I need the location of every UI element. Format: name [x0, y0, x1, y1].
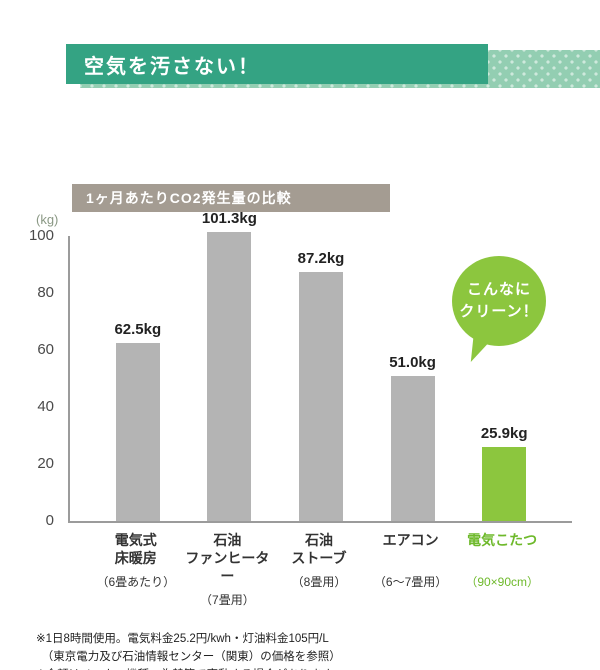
- footnote-line: （東京電力及び石油情報センター（関東）の価格を参照）: [36, 650, 341, 663]
- category-name: 電気こたつ: [467, 532, 538, 548]
- banner-title: 空気を汚さない！: [84, 55, 260, 78]
- bar-column: 25.9kg: [458, 425, 550, 521]
- bar-column: 51.0kg: [367, 354, 459, 521]
- y-axis-tick-label: 60: [37, 341, 54, 358]
- y-axis-tick-label: 20: [37, 455, 54, 472]
- category-name: エアコン: [382, 532, 439, 548]
- bar-value-label: 62.5kg: [114, 320, 162, 338]
- bar: [115, 342, 160, 521]
- category-name: 石油 ファンヒーター: [185, 532, 270, 585]
- bar: [482, 447, 527, 521]
- category-label: エアコン （6～7畳用）: [365, 531, 457, 608]
- category-label: 石油 ストーブ （8畳用）: [273, 531, 365, 608]
- bar-column: 87.2kg: [275, 250, 367, 521]
- category-subtext: （6畳あたり）: [96, 575, 176, 589]
- bar: [298, 272, 343, 521]
- speech-bubble-text: クリーン！: [459, 303, 539, 320]
- y-axis-tick-label: 80: [37, 284, 54, 301]
- y-axis-unit-label: (kg): [36, 212, 59, 227]
- category-label: 電気式 床暖房 （6畳あたり）: [90, 531, 182, 608]
- bar-value-label: 51.0kg: [389, 353, 436, 371]
- bar-column: 62.5kg: [92, 321, 184, 521]
- y-axis-tick-label: 40: [37, 398, 54, 415]
- bar: [390, 375, 435, 521]
- banner: 空気を汚さない！: [66, 44, 488, 84]
- category-subtext: （6～7畳用）: [373, 575, 448, 589]
- y-axis: 0 20 40 60 80 100: [0, 227, 66, 529]
- footnote-line: ※1日8時間使用。電気料金25.2円/kwh・灯油料金105円/L: [36, 633, 329, 645]
- bar-value-label: 25.9kg: [480, 425, 528, 443]
- category-subtext: （8畳用）: [291, 575, 347, 589]
- speech-bubble: こんなに クリーン！: [452, 256, 546, 346]
- bar-value-label: 101.3kg: [201, 210, 257, 228]
- category-subtext: （90×90cm）: [465, 575, 540, 589]
- chart-plot-area: 62.5kg 101.3kg 87.2kg 51.0kg 25.9kg: [68, 210, 572, 523]
- category-axis: 電気式 床暖房 （6畳あたり） 石油 ファンヒーター （7畳用） 石油 ストーブ （8畳用） エア…: [68, 531, 570, 608]
- category-name: 石油 ストーブ: [291, 532, 347, 567]
- category-label: 石油 ファンヒーター （7畳用）: [182, 531, 274, 608]
- bar-value-label: 87.2kg: [297, 250, 345, 268]
- bar-group: 62.5kg 101.3kg 87.2kg 51.0kg 25.9kg: [70, 210, 572, 521]
- chart-title: 1ヶ月あたりCO2発生量の比較: [72, 184, 390, 212]
- speech-bubble-tail: [470, 338, 492, 364]
- speech-bubble-text: こんなに: [466, 280, 531, 298]
- category-name: 電気式 床暖房: [114, 532, 157, 567]
- bar-column: 101.3kg: [184, 210, 276, 521]
- category-label: 電気こたつ （90×90cm）: [456, 531, 548, 608]
- y-axis-tick-label: 100: [28, 227, 54, 244]
- category-subtext: （7畳用）: [200, 592, 255, 607]
- footnotes: ※1日8時間使用。電気料金25.2円/kwh・灯油料金105円/L （東京電力及…: [36, 631, 343, 670]
- y-axis-tick-label: 0: [45, 512, 54, 529]
- footnote-line: ※金額はメーカー機種・為替等で変動する場合があります。: [36, 667, 343, 670]
- bar: [207, 232, 252, 521]
